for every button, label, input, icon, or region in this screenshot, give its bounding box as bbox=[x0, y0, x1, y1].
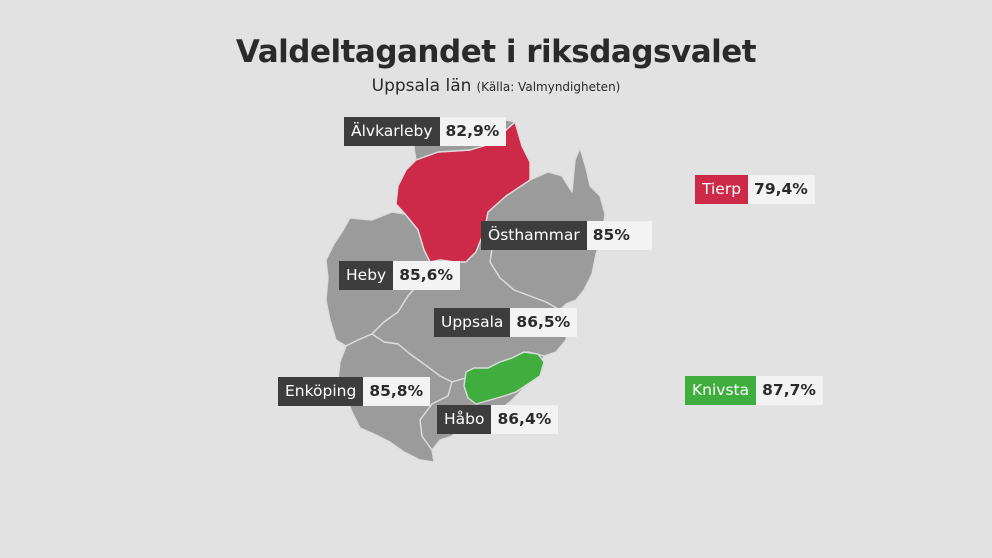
label-name: Uppsala bbox=[434, 308, 511, 337]
label-habo: Håbo 86,4% bbox=[437, 405, 559, 434]
label-value: 85,6% bbox=[393, 261, 460, 290]
chart-title: Valdeltagandet i riksdagsvalet bbox=[235, 34, 757, 70]
label-name: Heby bbox=[339, 261, 394, 290]
label-name: Knivsta bbox=[685, 376, 757, 405]
chart-subtitle: Uppsala län (Källa: Valmyndigheten) bbox=[0, 76, 992, 96]
region-knivsta[interactable] bbox=[463, 351, 545, 405]
subtitle-source: (Källa: Valmyndigheten) bbox=[476, 80, 621, 94]
label-enkoping: Enköping 85,8% bbox=[278, 377, 431, 406]
label-tierp: Tierp 79,4% bbox=[695, 175, 815, 204]
label-name: Håbo bbox=[437, 405, 492, 434]
subtitle-region: Uppsala län bbox=[371, 76, 472, 96]
label-value: 85% bbox=[586, 221, 652, 250]
label-heby: Heby 85,6% bbox=[339, 261, 460, 290]
label-alvkarleby: Älvkarleby 82,9% bbox=[344, 117, 507, 146]
label-value: 85,8% bbox=[363, 377, 431, 406]
label-uppsala: Uppsala 86,5% bbox=[434, 308, 578, 337]
label-osthammar: Östhammar 85% bbox=[481, 221, 652, 250]
label-value: 82,9% bbox=[439, 117, 507, 146]
label-value: 79,4% bbox=[748, 175, 815, 204]
label-value: 87,7% bbox=[756, 376, 823, 405]
label-name: Tierp bbox=[695, 175, 749, 204]
label-knivsta: Knivsta 87,7% bbox=[685, 376, 823, 405]
label-value: 86,4% bbox=[491, 405, 559, 434]
label-name: Östhammar bbox=[481, 221, 587, 250]
label-value: 86,5% bbox=[510, 308, 578, 337]
label-name: Enköping bbox=[278, 377, 364, 406]
label-name: Älvkarleby bbox=[344, 117, 440, 146]
